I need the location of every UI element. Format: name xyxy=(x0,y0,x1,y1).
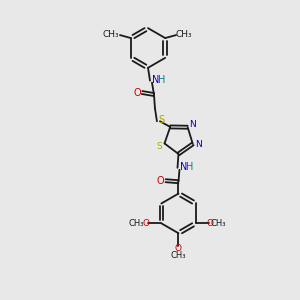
Text: CH₃: CH₃ xyxy=(176,30,192,39)
Text: S: S xyxy=(159,115,165,125)
Text: N: N xyxy=(152,75,160,85)
Text: N: N xyxy=(195,140,202,149)
Text: CH₃: CH₃ xyxy=(129,219,144,228)
Text: S: S xyxy=(157,142,162,151)
Text: H: H xyxy=(186,162,193,172)
Text: O: O xyxy=(175,244,182,253)
Text: O: O xyxy=(133,88,141,98)
Text: O: O xyxy=(207,219,214,228)
Text: O: O xyxy=(143,219,150,228)
Text: N: N xyxy=(189,120,196,129)
Text: CH₃: CH₃ xyxy=(211,219,226,228)
Text: O: O xyxy=(157,176,164,186)
Text: CH₃: CH₃ xyxy=(103,30,119,39)
Text: H: H xyxy=(158,75,166,85)
Text: N: N xyxy=(180,162,187,172)
Text: CH₃: CH₃ xyxy=(171,250,186,260)
